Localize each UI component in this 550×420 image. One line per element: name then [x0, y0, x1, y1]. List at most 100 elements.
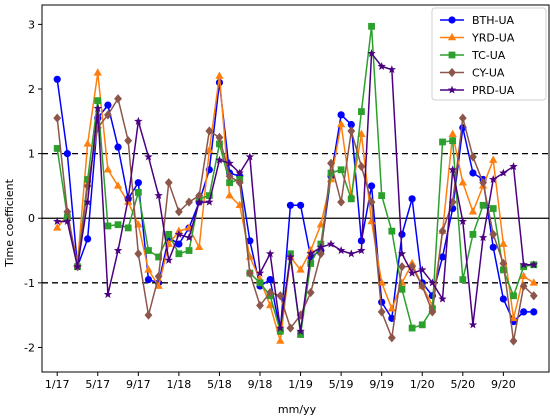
data-point: [296, 201, 305, 209]
data-point: [529, 260, 538, 269]
data-point: [519, 281, 528, 291]
data-point: [185, 247, 193, 254]
data-point: [134, 249, 143, 259]
legend-marker: [448, 16, 456, 24]
data-point: [114, 94, 122, 104]
data-point: [529, 278, 538, 286]
data-point: [155, 253, 163, 261]
y-tick-label: -1: [24, 277, 35, 290]
data-point: [489, 205, 497, 212]
data-point: [367, 197, 376, 207]
data-point: [489, 243, 497, 251]
data-point: [388, 227, 396, 235]
data-point: [458, 178, 467, 186]
x-axis-label: mm/yy: [278, 403, 317, 416]
data-point: [84, 235, 92, 243]
legend-label: CY-UA: [472, 67, 505, 80]
data-point: [145, 247, 152, 254]
x-tick-label: 5/18: [207, 378, 232, 391]
data-point: [418, 321, 426, 329]
data-point: [368, 22, 375, 30]
legend-entry-bth-ua: BTH-UA: [440, 14, 515, 27]
data-point: [297, 331, 304, 338]
x-tick-label: 5/17: [85, 378, 110, 391]
data-point: [378, 192, 386, 200]
data-point: [468, 320, 478, 329]
data-point: [326, 239, 336, 248]
data-point: [216, 140, 223, 148]
y-tick-label: 3: [28, 18, 35, 31]
data-point: [53, 223, 62, 231]
x-tick-label: 1/20: [410, 378, 435, 391]
data-point: [225, 171, 234, 181]
x-tick-label: 9/17: [126, 378, 151, 391]
data-point: [185, 197, 193, 207]
data-point: [418, 281, 427, 291]
data-point: [144, 152, 153, 161]
data-point: [195, 191, 204, 201]
data-point: [499, 266, 507, 274]
data-point: [458, 217, 467, 226]
data-point: [387, 65, 397, 74]
data-point: [134, 179, 142, 187]
data-point: [509, 162, 518, 171]
data-point: [286, 323, 295, 333]
data-point: [347, 195, 355, 203]
x-tick-label: 1/17: [45, 378, 70, 391]
data-point: [448, 197, 457, 207]
data-point: [286, 201, 295, 209]
data-point: [215, 71, 224, 79]
data-point: [276, 291, 285, 301]
data-point: [103, 290, 113, 299]
data-point: [428, 307, 437, 317]
data-point: [154, 191, 163, 200]
data-point: [124, 194, 133, 203]
data-point: [377, 61, 386, 70]
data-point: [407, 268, 417, 277]
x-tick-label: 5/19: [329, 378, 354, 391]
x-tick-label: 1/19: [288, 378, 313, 391]
data-point: [448, 129, 457, 137]
legend-label: TC-UA: [471, 49, 506, 62]
data-point: [499, 239, 508, 247]
data-point: [387, 333, 396, 343]
data-point: [124, 224, 132, 232]
data-point: [175, 240, 183, 248]
data-point: [235, 178, 244, 188]
data-point: [529, 291, 538, 301]
data-point: [286, 252, 295, 261]
data-point: [509, 336, 518, 346]
data-point: [174, 229, 184, 238]
data-point: [93, 68, 102, 76]
data-point: [256, 279, 264, 287]
data-point: [84, 176, 92, 183]
data-point: [489, 175, 498, 184]
data-point: [104, 222, 112, 230]
data-point: [164, 178, 173, 188]
data-point: [438, 226, 447, 236]
data-point: [94, 97, 102, 105]
data-point: [387, 304, 396, 312]
data-point: [104, 101, 112, 109]
data-point: [398, 262, 406, 272]
x-tick-label: 9/19: [369, 378, 394, 391]
data-point: [63, 217, 72, 226]
data-point: [296, 326, 305, 335]
legend-entry-prd-ua: PRD-UA: [440, 84, 515, 97]
data-point: [165, 230, 173, 238]
data-point: [144, 265, 153, 273]
data-point: [397, 249, 407, 258]
data-point: [134, 116, 143, 125]
data-point: [469, 230, 477, 238]
data-point: [306, 287, 315, 298]
legend-label: BTH-UA: [472, 14, 515, 27]
data-point: [154, 271, 163, 281]
x-tick-label: 9/18: [248, 378, 273, 391]
data-point: [205, 192, 213, 200]
x-tick-label: 5/20: [450, 378, 475, 391]
y-axis-label: Time coefficient: [3, 178, 16, 267]
data-point: [195, 242, 204, 251]
data-point: [448, 165, 457, 174]
data-point: [205, 145, 214, 154]
data-point: [499, 258, 508, 269]
